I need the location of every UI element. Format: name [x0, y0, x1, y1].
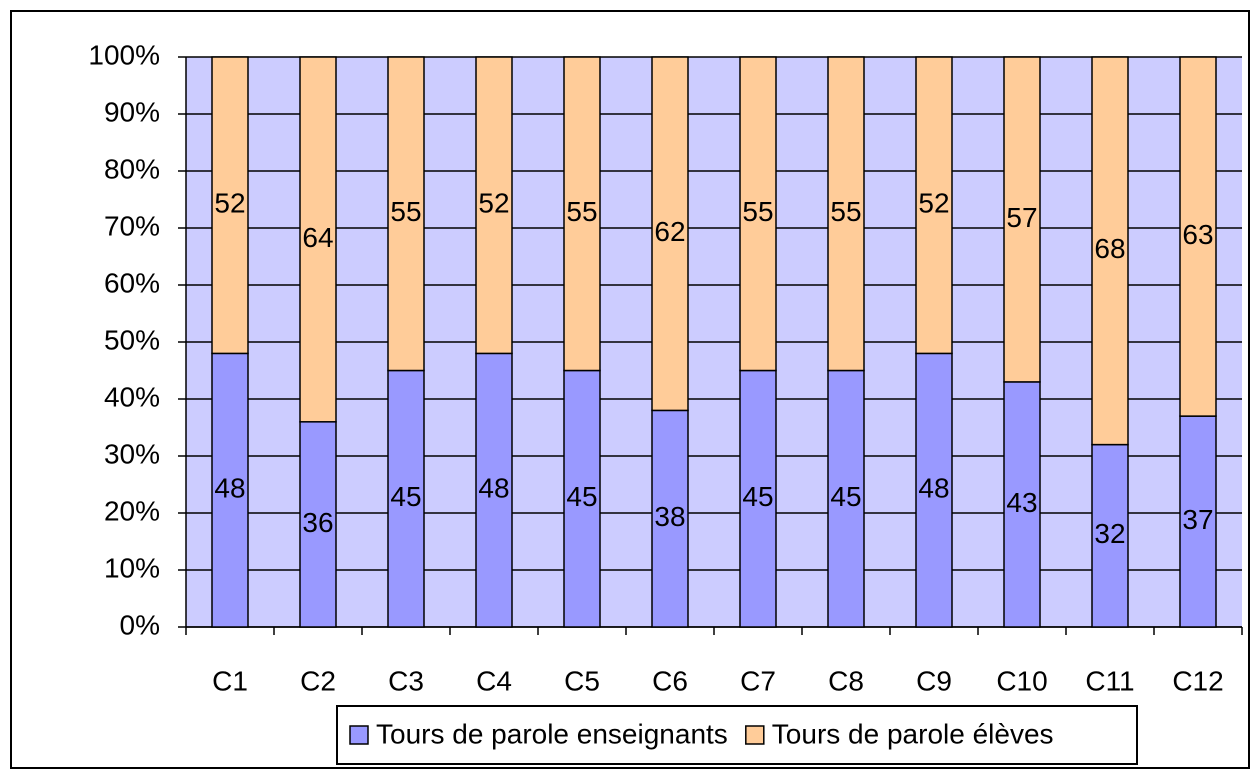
- x-tick-label: C11: [1085, 665, 1134, 696]
- x-tick-label: C8: [828, 665, 864, 696]
- y-tick-label: 30%: [104, 438, 160, 469]
- data-label: 45: [390, 481, 421, 512]
- data-label: 68: [1094, 233, 1125, 264]
- bar-segment: [1179, 56, 1217, 417]
- legend-label: Tours de parole élèves: [772, 718, 1054, 749]
- data-label: 48: [918, 473, 949, 504]
- bar-segment: [915, 56, 953, 355]
- legend-box: [336, 705, 1138, 765]
- x-tick-label: C5: [564, 665, 600, 696]
- y-tick-label: 100%: [88, 39, 160, 70]
- legend-swatch: [745, 725, 765, 745]
- bar-segment: [1091, 56, 1129, 446]
- data-label: 63: [1182, 219, 1213, 250]
- data-label: 45: [566, 481, 597, 512]
- x-tick-label: C6: [652, 665, 688, 696]
- data-label: 55: [742, 196, 773, 227]
- x-tick-label: C10: [996, 665, 1047, 696]
- bar-segment: [651, 409, 689, 628]
- bar-segment: [1003, 381, 1041, 628]
- data-label: 45: [830, 481, 861, 512]
- bar-segment: [387, 56, 425, 372]
- data-label: 32: [1094, 518, 1125, 549]
- x-tick-label: C9: [916, 665, 952, 696]
- data-label: 55: [390, 196, 421, 227]
- legend-label: Tours de parole enseignants: [376, 718, 728, 749]
- x-tick-label: C1: [212, 665, 248, 696]
- legend-swatch: [349, 725, 369, 745]
- data-label: 55: [830, 196, 861, 227]
- bar-segment: [211, 56, 249, 355]
- data-label: 36: [302, 507, 333, 538]
- data-label: 45: [742, 481, 773, 512]
- y-tick-label: 0%: [120, 609, 160, 640]
- y-tick-label: 60%: [104, 267, 160, 298]
- x-tick-label: C2: [300, 665, 336, 696]
- bar-segment: [211, 352, 249, 628]
- data-label: 62: [654, 216, 685, 247]
- data-label: 48: [214, 473, 245, 504]
- data-label: 55: [566, 196, 597, 227]
- bar-segment: [739, 369, 777, 628]
- data-label: 38: [654, 501, 685, 532]
- data-label: 57: [1006, 202, 1037, 233]
- data-label: 52: [918, 188, 949, 219]
- x-tick-label: C12: [1172, 665, 1223, 696]
- y-tick-label: 20%: [104, 495, 160, 526]
- bar-segment: [1091, 443, 1129, 628]
- bar-segment: [475, 352, 513, 628]
- y-tick-label: 90%: [104, 96, 160, 127]
- data-label: 48: [478, 473, 509, 504]
- y-tick-label: 50%: [104, 324, 160, 355]
- bar-segment: [827, 56, 865, 372]
- bar-segment: [739, 56, 777, 372]
- bar-segment: [299, 56, 337, 423]
- bar-segment: [475, 56, 513, 355]
- y-tick-label: 40%: [104, 381, 160, 412]
- data-label: 64: [302, 222, 333, 253]
- bar-segment: [563, 56, 601, 372]
- bar-segment: [915, 352, 953, 628]
- data-label: 52: [478, 188, 509, 219]
- y-tick-label: 70%: [104, 210, 160, 241]
- x-tick-label: C4: [476, 665, 512, 696]
- x-tick-label: C7: [740, 665, 776, 696]
- data-label: 52: [214, 188, 245, 219]
- data-label: 43: [1006, 487, 1037, 518]
- y-tick-label: 80%: [104, 153, 160, 184]
- bar-segment: [299, 421, 337, 628]
- x-tick-label: C3: [388, 665, 424, 696]
- bar-segment: [1003, 56, 1041, 383]
- y-tick-label: 10%: [104, 552, 160, 583]
- bar-segment: [387, 369, 425, 628]
- bar-segment: [563, 369, 601, 628]
- bar-segment: [651, 56, 689, 412]
- data-label: 37: [1182, 504, 1213, 535]
